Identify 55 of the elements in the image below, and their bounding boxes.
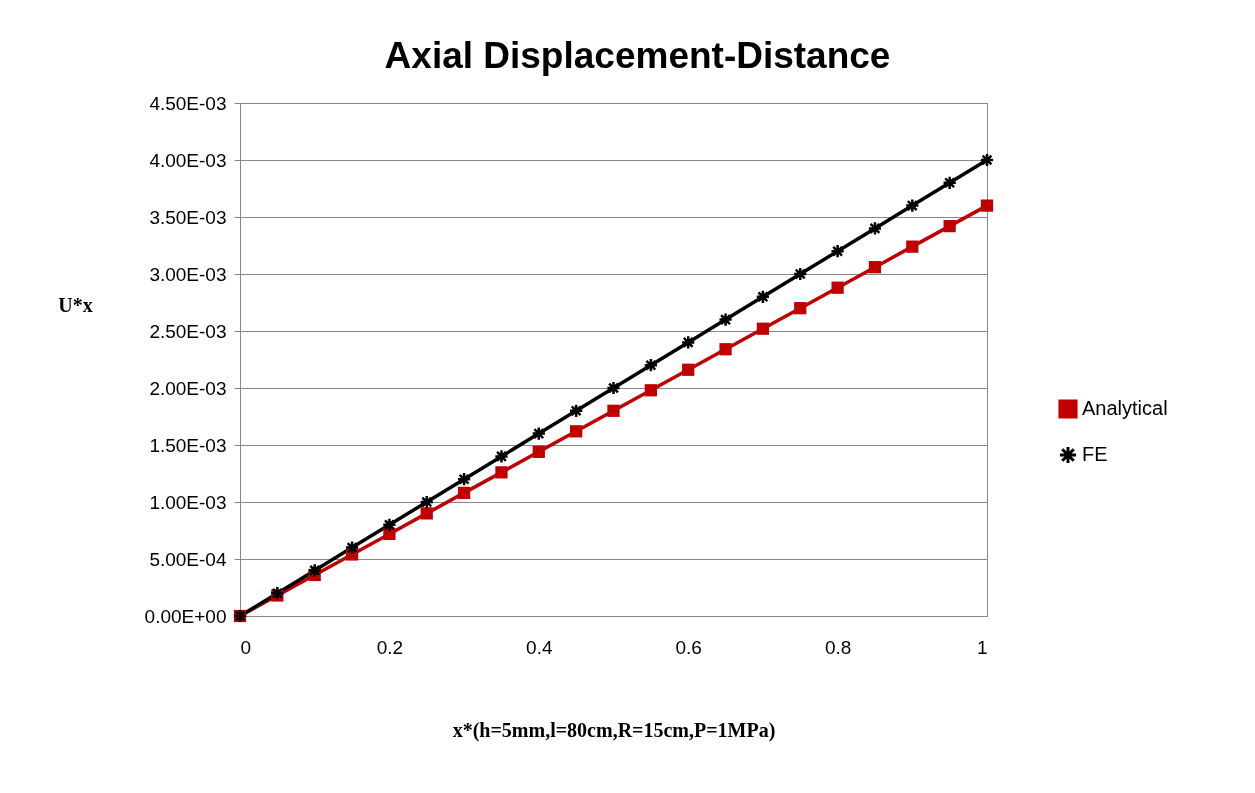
point <box>570 425 583 438</box>
x-tick-label: 1 <box>976 636 988 658</box>
point <box>269 585 285 601</box>
point <box>979 152 995 168</box>
legend-label: Analytical <box>1082 397 1168 419</box>
point <box>607 404 620 417</box>
x-tick-label: 0.8 <box>824 636 852 658</box>
point <box>682 363 695 376</box>
point <box>532 445 545 458</box>
point <box>980 199 994 212</box>
point <box>420 507 433 520</box>
y-tick-label: 5.00E-04 <box>149 548 227 570</box>
y-tick-label: 1.50E-03 <box>149 434 227 456</box>
y-axis-title: U*x <box>58 293 93 316</box>
point <box>718 312 733 327</box>
point <box>457 486 471 499</box>
y-tick-label: 3.50E-03 <box>149 206 227 228</box>
point <box>456 471 472 487</box>
point <box>680 335 696 350</box>
point <box>868 261 882 274</box>
x-tick-label: 0 <box>240 636 252 658</box>
point <box>344 540 360 555</box>
point <box>942 175 958 191</box>
point <box>383 527 396 541</box>
y-tick-label: 1.00E-03 <box>149 491 227 513</box>
y-tick-label: 0.00E+00 <box>144 605 227 627</box>
point <box>307 563 323 578</box>
y-tick-label: 2.50E-03 <box>149 320 227 342</box>
y-tick-label: 4.50E-03 <box>149 92 227 114</box>
point <box>382 517 397 533</box>
point <box>830 243 845 259</box>
point <box>419 494 435 510</box>
point <box>867 221 883 236</box>
point <box>719 343 732 356</box>
y-tick-label: 3.00E-03 <box>149 263 227 285</box>
y-tick-label: 2.00E-03 <box>149 377 227 399</box>
point <box>943 220 956 233</box>
point <box>643 357 659 373</box>
point <box>756 322 770 335</box>
point <box>792 266 808 282</box>
point <box>568 403 584 419</box>
x-axis-title: x*(h=5mm,l=80cm,R=15cm,P=1MPa) <box>452 718 776 742</box>
point <box>494 449 509 464</box>
x-tick-label: 0.6 <box>675 636 702 658</box>
point <box>794 302 807 315</box>
y-tick-label: 4.00E-03 <box>149 149 227 171</box>
x-tick-label: 0.4 <box>526 636 553 658</box>
legend-label: FE <box>1082 443 1108 465</box>
point <box>644 384 657 397</box>
point <box>531 426 547 441</box>
point <box>904 198 920 213</box>
x-tick-label: 0.2 <box>376 636 404 658</box>
chart-title: Axial Displacement-Distance <box>384 35 891 76</box>
point <box>755 289 771 305</box>
point <box>606 380 621 396</box>
